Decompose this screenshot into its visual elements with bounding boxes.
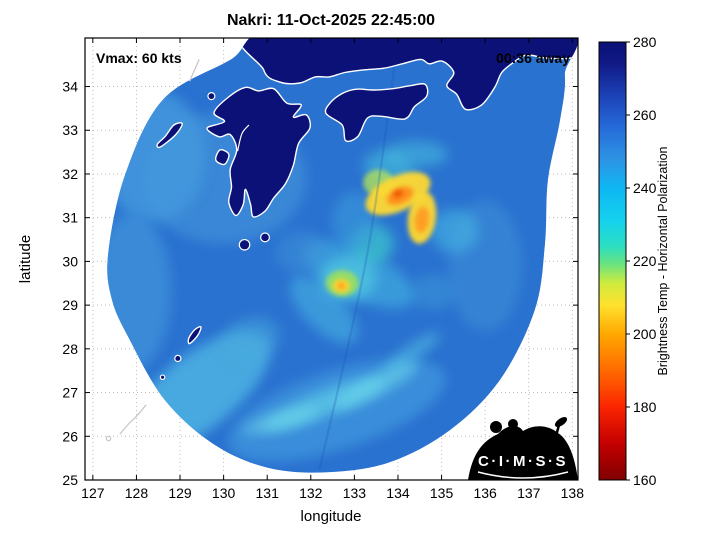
island [260,232,270,243]
x-axis-label: longitude [301,508,362,525]
x-tick-label: 131 [256,485,280,501]
bay-coastline [237,124,250,152]
island [174,354,182,363]
temperature-blob [382,332,440,375]
temperature-blob [290,275,358,344]
colorbar-label: Brightness Temp - Horizontal Polarizatio… [656,146,670,375]
island-outline [189,59,200,82]
swath-content [107,38,578,470]
colorbar: 160 180 200 220 240 260 280 [598,34,657,488]
eta-annotation: 00:36 away [496,50,570,66]
island [238,238,251,251]
colorbar-tick-label: 260 [633,107,657,123]
plot-border [84,37,579,481]
temperature-blob [414,206,430,233]
island [207,92,216,101]
colorbar-tick-label: 240 [633,180,657,196]
logo-dome [468,425,578,480]
satellite-dish-icon [554,417,568,427]
logo-text: C·I·M·S·S [478,453,568,470]
y-tick-label: 34 [62,79,78,95]
x-tick-label: 138 [561,485,585,501]
x-tick-label: 134 [386,485,410,501]
axis-ticks: 127 128 129 130 131 132 133 134 135 136 137 138 25 26… [62,38,584,501]
island-outline [105,435,112,442]
temperature-blob [411,274,455,310]
colorbar-tick-label: 200 [633,326,657,342]
x-tick-label: 137 [517,485,541,501]
island [159,374,166,381]
x-tick-label: 133 [343,485,367,501]
temperature-blob [333,361,419,411]
y-tick-label: 25 [62,472,78,488]
x-tick-label: 128 [125,485,149,501]
temperature-blob [332,191,377,253]
x-tick-label: 127 [81,485,105,501]
colorbar-gradient [598,41,627,481]
x-tick-label: 129 [168,485,192,501]
y-tick-label: 29 [62,297,78,313]
y-tick-label: 27 [62,385,78,401]
colorbar-tick-label: 180 [633,399,657,415]
coastline-goto-islands [156,122,183,149]
coastline-honshu [237,38,578,111]
swath-image [105,38,578,473]
cimss-logo: C·I·M·S·S [468,417,578,480]
x-tick-label: 132 [299,485,323,501]
coastline-shikoku [324,82,429,143]
temperature-blob [336,282,346,290]
y-tick-label: 33 [62,122,78,138]
colorbar-tick-label: 220 [633,253,657,269]
temperature-blob [430,208,479,253]
y-tick-label: 32 [62,166,78,182]
logo-arc [477,471,569,479]
y-tick-label: 26 [62,428,78,444]
temperature-blob [242,407,319,435]
coastline-amakusa [214,149,230,166]
observatory-dome-icon [490,421,502,433]
plot-title: Nakri: 11-Oct-2025 22:45:00 [227,12,435,29]
x-tick-label: 136 [473,485,497,501]
y-axis-label: latitude [17,235,34,283]
colorbar-tick-label: 280 [633,34,657,50]
temperature-blob [220,317,280,364]
temperature-blob [393,189,403,198]
x-tick-label: 135 [430,485,454,501]
offswath-coastlines [105,59,200,442]
x-tick-label: 130 [212,485,236,501]
coastline-kyushu [206,86,311,218]
vmax-annotation: Vmax: 60 kts [96,50,182,66]
coastline-amami [187,326,202,345]
y-tick-label: 30 [62,253,78,269]
y-tick-label: 31 [62,210,78,226]
island-outline [119,404,147,435]
colorbar-tick-label: 160 [633,472,657,488]
temperature-blob [275,230,329,275]
y-tick-label: 28 [62,341,78,357]
temperature-blob [382,141,449,168]
